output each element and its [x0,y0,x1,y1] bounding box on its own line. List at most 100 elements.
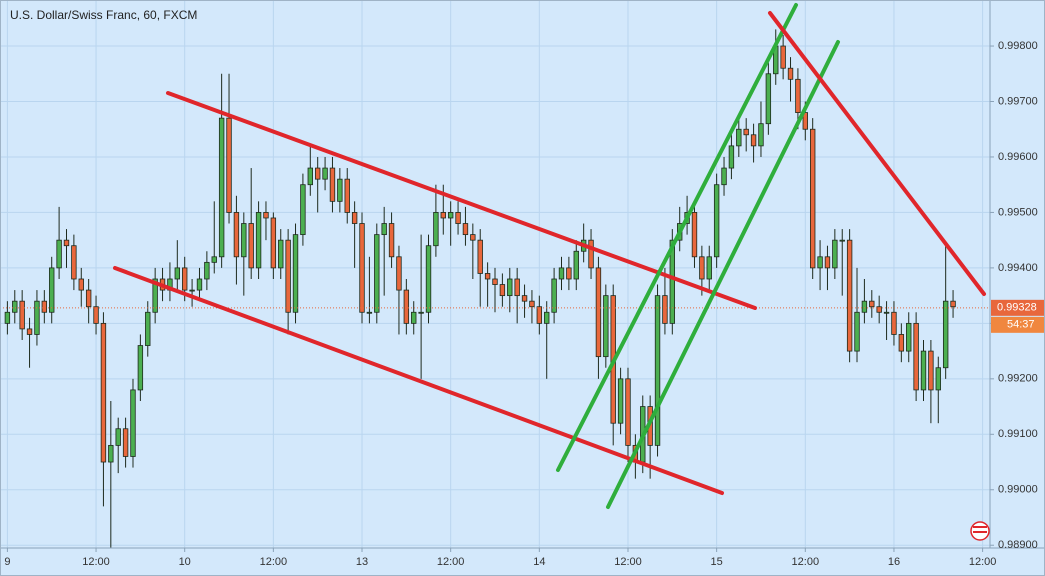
candle-body [307,167,313,186]
flag-icon [970,521,990,541]
candle-body [344,178,350,213]
x-tick-label: 12:00 [260,556,288,568]
candle-body [241,223,247,258]
y-tick-label: 0.99600 [998,151,1038,163]
candle-body [300,184,306,236]
candle-body [462,223,469,236]
y-tick-label: 0.99700 [998,95,1038,107]
candle-body [861,300,868,313]
candle-body [699,256,705,280]
candle-body [817,256,823,269]
candle-body [832,239,838,269]
last-price-box [991,299,1044,316]
candle-body [617,378,624,424]
candle-body [507,278,513,297]
candle-body [34,300,40,335]
candle-body [211,256,217,263]
candle-body [403,289,410,324]
candle-body [226,117,232,213]
candle-body [809,128,816,269]
candle-body [728,145,735,169]
candle-body [795,78,801,113]
candle-body [920,350,927,391]
countdown-box [991,316,1044,333]
candle-body [846,239,853,352]
x-tick-label: 12:00 [82,556,110,568]
candle-body [654,295,661,446]
x-tick-label: 15 [711,556,723,568]
candle-body [544,311,550,324]
candle-body [196,278,203,291]
candle-body [869,300,875,308]
candle-body [854,311,860,352]
candle-body [359,223,365,313]
trend-lines [113,3,986,509]
candle-body [447,212,454,219]
candle-body [573,250,579,280]
last-price-label: 0.99328 [997,302,1037,314]
candle-body [906,322,912,352]
candle-body [12,300,18,313]
candle-body [85,289,92,308]
candle-body [314,167,321,180]
candle-body [883,311,890,314]
y-tick-label: 0.99800 [998,40,1038,52]
candle-body [108,444,114,463]
flag-icon-stripe [973,531,987,533]
candle-body [529,300,535,308]
candle-body [669,239,676,324]
chart-title: U.S. Dollar/Swiss Franc, 60, FXCM [10,8,197,22]
price-axis [990,0,1045,576]
candle-body [218,117,225,258]
candle-body [366,311,373,314]
candle-body [706,256,712,280]
candle-body [942,300,949,369]
candle-body [337,178,343,202]
candle-body [536,306,543,324]
candle-body [263,212,269,219]
candle-body [374,234,380,313]
candle-body [145,311,151,346]
y-tick-label: 0.98900 [998,539,1038,551]
x-tick-label: 12:00 [792,556,820,568]
candle-body [595,267,602,358]
y-tick-label: 0.99000 [998,484,1038,496]
candle-body [891,311,897,335]
y-tick-label: 0.99200 [998,373,1038,385]
candle-body [455,212,461,224]
candle-body [588,239,594,269]
candle-body [56,239,62,269]
candle-body [122,428,129,457]
candle-body [71,245,77,280]
candle-body [787,67,794,80]
x-tick-label: 12:00 [969,556,997,568]
candle-body [182,267,188,291]
candle-body [558,267,565,280]
candle-body [411,311,417,324]
candle-body [440,212,446,219]
candle-body [26,328,33,335]
candle-body [41,300,48,313]
y-tick-label: 0.99400 [998,262,1038,274]
candle-body [233,212,240,258]
candle-body [93,306,99,324]
candle-body [603,295,609,358]
y-tick-label: 0.99100 [998,428,1038,440]
candle-body [477,239,483,274]
candle-body [63,239,70,247]
candle-body [743,128,749,136]
candle-body [691,212,698,258]
candle-body [765,73,772,125]
candle-body [824,256,831,269]
candle-body [713,184,720,258]
candle-body [174,267,181,280]
candle-body [736,128,742,147]
candle-body [351,212,358,224]
candle-body [418,311,424,314]
candle-body [285,239,291,313]
time-axis [0,548,1045,576]
y-tick-label: 0.99500 [998,206,1038,218]
x-tick-label: 13 [356,556,368,568]
x-tick-label: 14 [533,556,545,568]
